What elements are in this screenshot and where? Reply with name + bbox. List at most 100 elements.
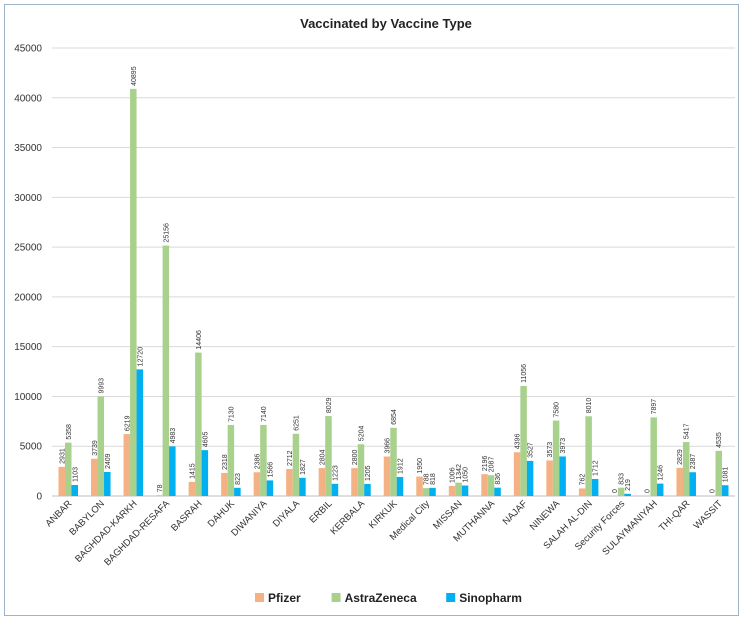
data-label: 1415 [189,463,196,479]
bar-pfizer [318,468,326,496]
data-label: 1342 [456,464,463,480]
legend-label-sinopharm: Sinopharm [459,591,522,605]
bar-pfizer [578,488,586,496]
bar-pfizer [481,474,488,496]
data-label: 3973 [560,438,567,454]
bar-pfizer [58,466,66,496]
data-label: 7580 [554,402,561,418]
bar-pfizer [351,468,358,496]
bar-sinopharm [591,478,599,496]
data-label: 3739 [92,440,99,456]
data-label: 2196 [482,455,489,471]
chart-frame [4,4,739,616]
data-label: 2829 [677,449,684,465]
bar-sinopharm [396,476,404,496]
x-tick-label: THI-QAR [657,498,692,533]
data-label: 1566 [267,462,274,478]
bar-sinopharm [299,477,306,496]
bar-astrazeneca [162,245,170,496]
x-tick-label: KIRKUK [367,498,400,531]
bar-sinopharm [624,493,631,496]
bar-astrazeneca [617,487,625,496]
data-label: 7130 [228,406,235,422]
bar-pfizer [253,472,261,496]
bar-astrazeneca [650,417,657,496]
bar-astrazeneca [325,416,332,496]
data-label: 25156 [163,223,170,243]
bar-astrazeneca [455,482,462,496]
bar-sinopharm [494,487,501,496]
y-axis: 0 5000 10000 15000 20000 25000 30000 35000 40000… [14,44,42,503]
x-tick-label: NAJAF [501,498,530,527]
data-label: 2318 [222,454,229,470]
bar-pfizer [448,485,456,496]
data-label: 1103 [72,467,79,482]
bar-sinopharm [266,480,274,496]
bar-astrazeneca [390,427,397,496]
data-label: 0 [612,489,619,493]
data-label: 9993 [98,378,105,394]
y-tick-label: 35000 [14,143,42,154]
x-tick-label: BASRAH [169,498,205,534]
bar-sinopharm [201,450,209,496]
data-label: 1050 [463,467,470,483]
data-label: 2931 [59,448,66,464]
data-label: 6251 [293,415,300,431]
data-label: 6854 [391,409,398,425]
bar-astrazeneca [487,475,495,496]
data-label: 12720 [137,347,144,367]
y-tick-label: 40000 [14,93,42,104]
legend-swatch-astrazeneca [331,593,341,602]
data-label: 4396 [515,434,522,450]
legend-label-pfizer: Pfizer [268,591,301,605]
data-label: 1912 [398,458,405,474]
data-label: 836 [495,473,502,485]
bar-astrazeneca [715,450,722,496]
bar-pfizer [188,481,196,496]
data-label: 0 [710,489,717,493]
data-label: 4605 [202,431,209,447]
bar-astrazeneca [195,352,202,496]
data-label: 2712 [287,450,294,466]
data-label: 40895 [131,66,138,86]
data-label: 2387 [690,454,697,470]
y-tick-label: 45000 [14,44,42,55]
data-label: 2087 [489,457,496,473]
data-label: 3966 [385,438,392,454]
x-tick-label: BAGHDAD-RESAFA [102,498,172,568]
bar-sinopharm [71,485,79,496]
data-label: 7897 [651,399,658,415]
bars [58,88,729,496]
legend: Pfizer AstraZeneca Sinopharm [255,591,522,605]
legend-swatch-pfizer [255,593,264,602]
bar-astrazeneca [682,442,690,496]
data-label: 6219 [124,415,131,431]
y-tick-label: 10000 [14,392,42,403]
legend-label-astrazeneca: AstraZeneca [345,591,417,605]
data-label: 788 [424,473,431,485]
bar-pfizer [156,495,163,496]
bar-sinopharm [721,485,729,496]
data-label: 818 [430,473,437,485]
y-tick-label: 30000 [14,193,42,204]
bar-astrazeneca [585,416,592,496]
data-label: 1006 [450,467,457,483]
bar-astrazeneca [422,488,430,496]
bar-sinopharm [136,369,144,496]
bar-sinopharm [234,487,241,496]
data-label: 219 [625,479,632,491]
bar-pfizer [286,469,293,496]
bar-sinopharm [104,472,111,496]
y-tick-label: 0 [36,492,42,503]
data-label: 1223 [332,465,339,481]
data-label: 5204 [358,426,365,442]
data-label: 2804 [319,449,326,465]
data-label: 4983 [170,428,177,444]
data-label: 1950 [417,458,424,474]
data-label: 1081 [723,467,730,483]
data-label: 2800 [352,449,359,465]
y-tick-label: 15000 [14,342,42,353]
data-label: 823 [235,473,242,485]
x-tick-label: DAHUK [206,498,238,530]
